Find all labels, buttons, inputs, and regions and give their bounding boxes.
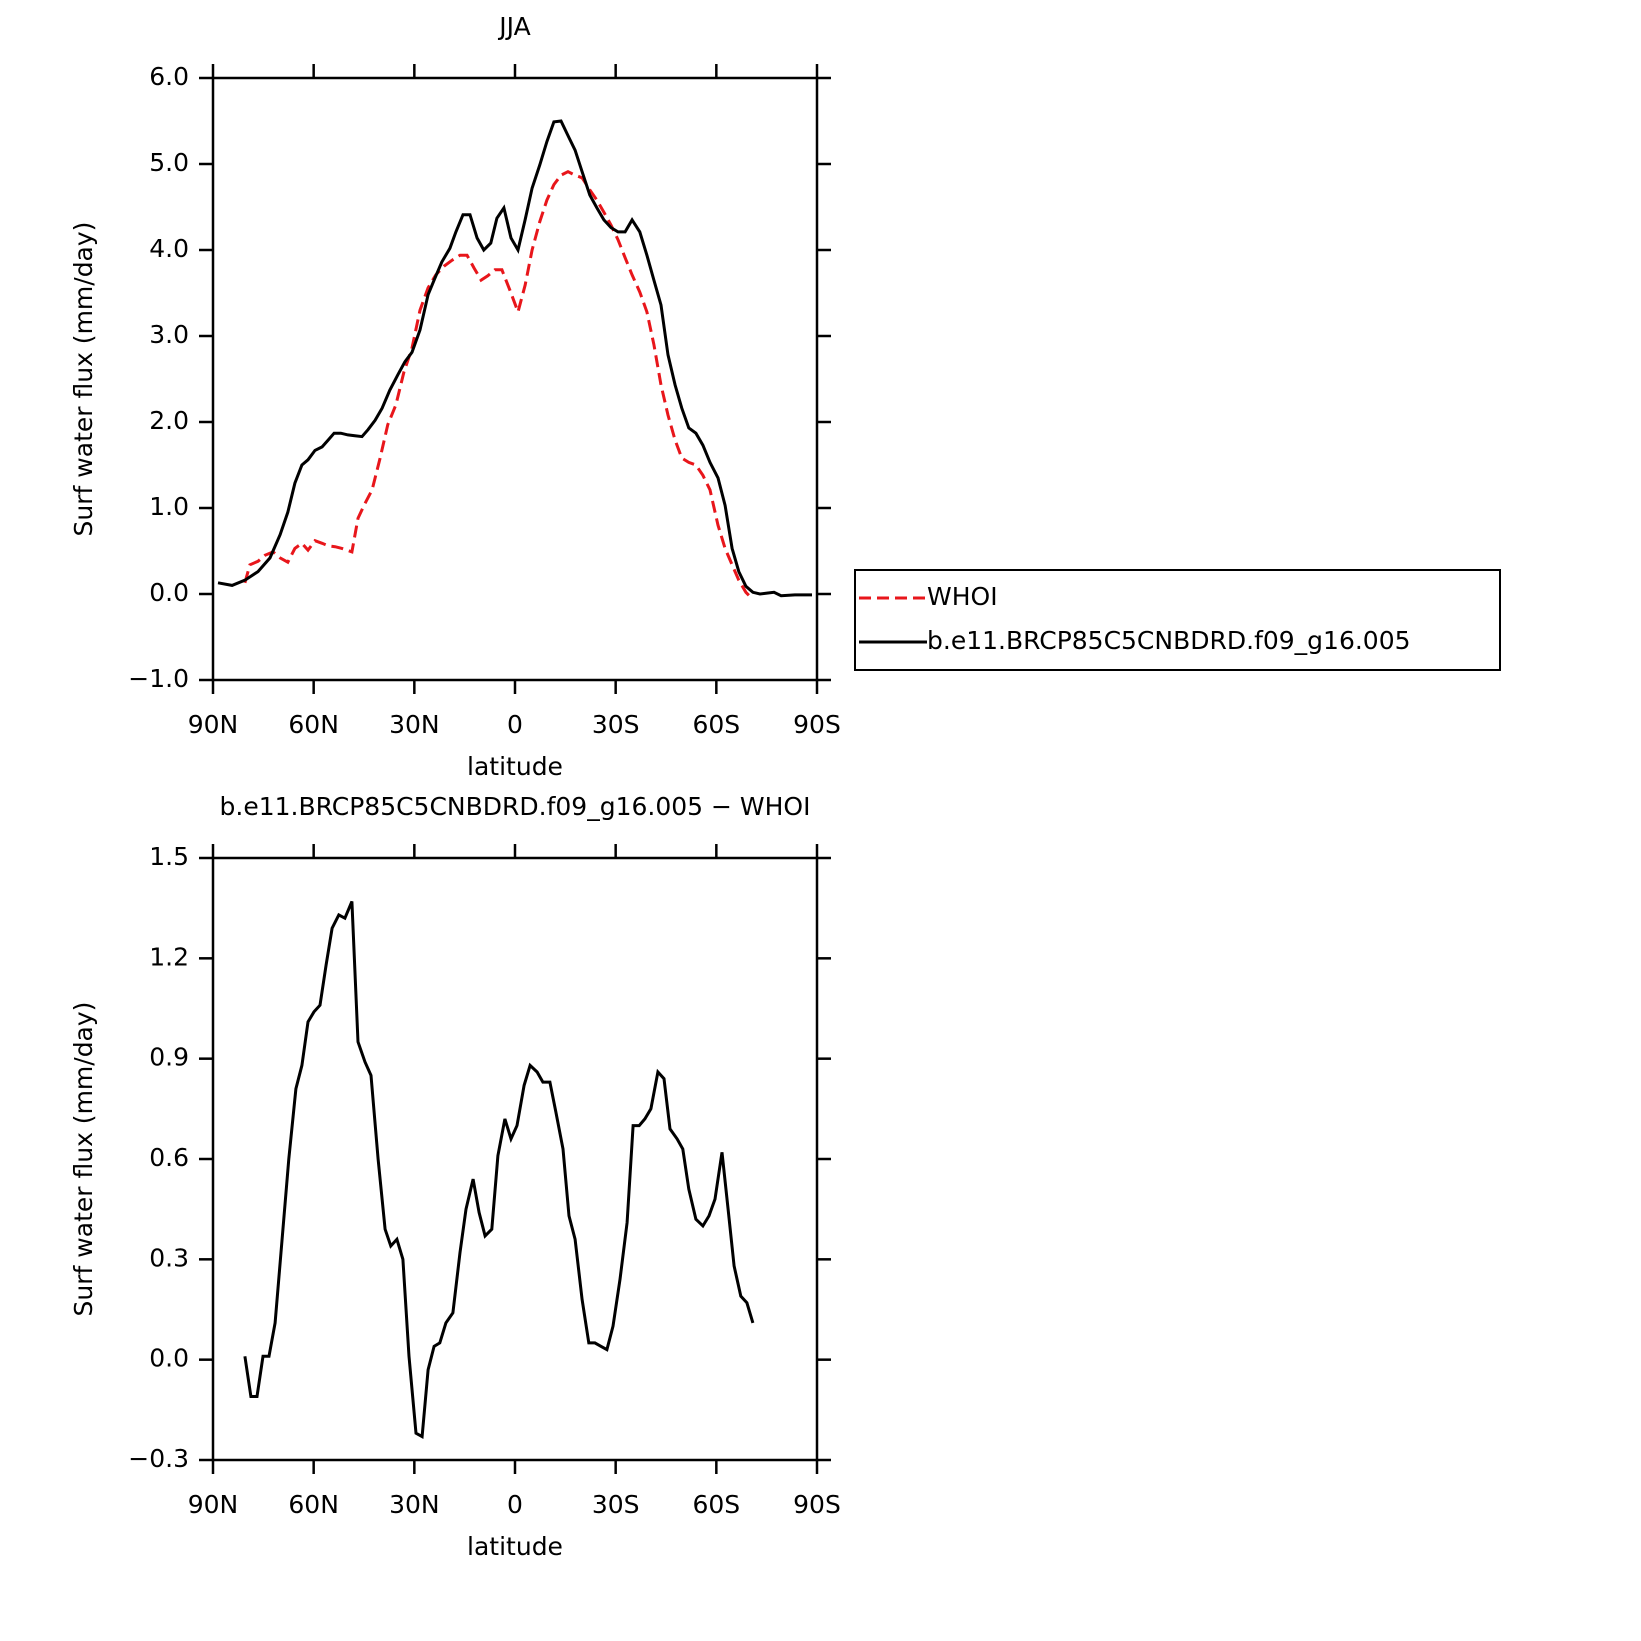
legend: WHOI b.e11.BRCP85C5CNBDRD.f09_g16.005 xyxy=(854,569,1501,671)
y-tick-label: 4.0 xyxy=(149,234,189,263)
y-tick-label: 0.9 xyxy=(149,1043,189,1072)
data-line xyxy=(243,900,755,1440)
data-line xyxy=(217,119,812,598)
chart-title: JJA xyxy=(497,12,530,41)
legend-box xyxy=(854,569,1501,671)
x-axis-label: latitude xyxy=(467,752,563,781)
x-tick-label: 90S xyxy=(793,1490,841,1519)
y-tick-label: 2.0 xyxy=(149,406,189,435)
x-tick-label: 30N xyxy=(389,1490,440,1519)
y-tick-label: 1.5 xyxy=(149,842,189,871)
data-line xyxy=(243,170,753,600)
x-tick-label: 60S xyxy=(692,1490,740,1519)
x-tick-label: 30N xyxy=(389,710,440,739)
plot-frame xyxy=(211,856,819,1462)
x-tick-label: 0 xyxy=(507,710,523,739)
chart-title: b.e11.BRCP85C5CNBDRD.f09_g16.005 − WHOI xyxy=(220,792,811,821)
y-tick-label: 1.2 xyxy=(149,942,189,971)
x-axis-label: latitude xyxy=(467,1532,563,1561)
x-tick-label: 0 xyxy=(507,1490,523,1519)
y-tick-label: 1.0 xyxy=(149,492,189,521)
y-tick-label: 0.0 xyxy=(149,1344,189,1373)
x-tick-label: 90N xyxy=(188,1490,239,1519)
x-tick-label: 30S xyxy=(592,1490,640,1519)
y-tick-label: 0.3 xyxy=(149,1243,189,1272)
y-tick-label: 3.0 xyxy=(149,320,189,349)
y-axis-label: Surf water flux (mm/day) xyxy=(69,222,98,537)
y-axis-label: Surf water flux (mm/day) xyxy=(69,1002,98,1317)
y-tick-label: 5.0 xyxy=(149,148,189,177)
x-tick-label: 60S xyxy=(692,710,740,739)
y-tick-label: 0.0 xyxy=(149,578,189,607)
x-tick-label: 90S xyxy=(793,710,841,739)
x-tick-label: 60N xyxy=(288,710,339,739)
y-tick-label: −0.3 xyxy=(128,1444,189,1473)
y-tick-label: 6.0 xyxy=(149,62,189,91)
plot-frame xyxy=(211,76,819,682)
y-tick-label: −1.0 xyxy=(128,664,189,693)
x-tick-label: 90N xyxy=(188,710,239,739)
legend-label: WHOI xyxy=(927,582,998,611)
x-tick-label: 60N xyxy=(288,1490,339,1519)
x-tick-label: 30S xyxy=(592,710,640,739)
y-tick-label: 0.6 xyxy=(149,1143,189,1172)
legend-label: b.e11.BRCP85C5CNBDRD.f09_g16.005 xyxy=(927,626,1411,655)
